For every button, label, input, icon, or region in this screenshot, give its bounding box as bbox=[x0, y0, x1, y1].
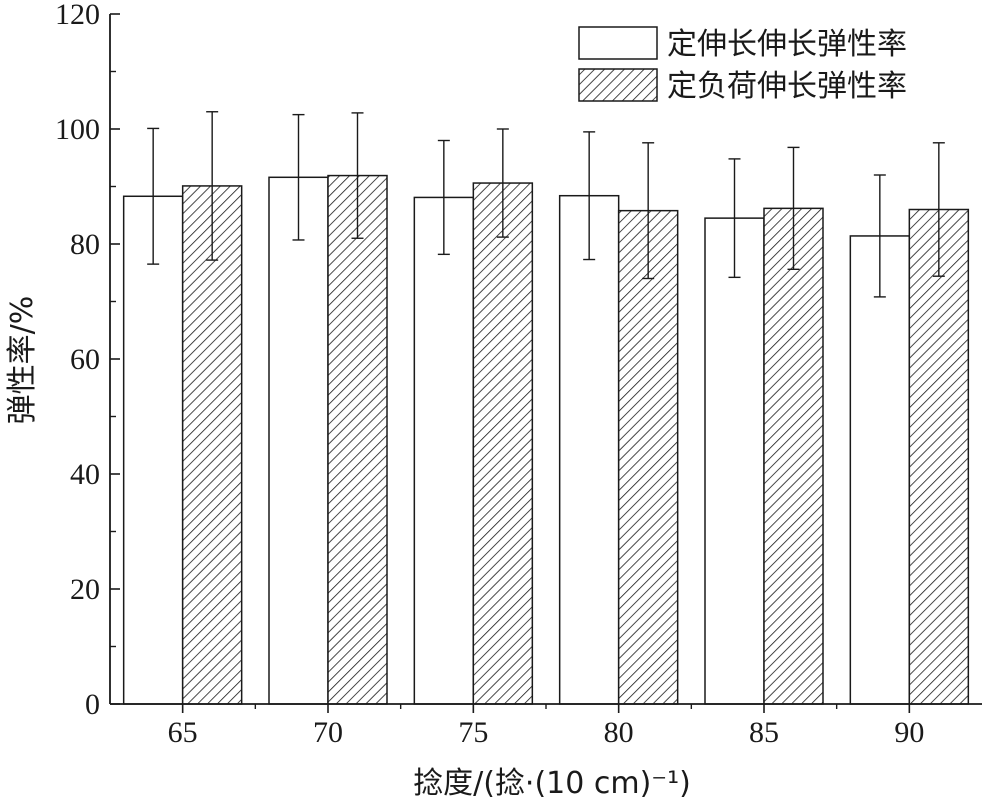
bar-series1-80 bbox=[558, 194, 620, 705]
x-tick-label-90: 90 bbox=[894, 716, 924, 749]
legend-item-series2: 定负荷伸长弹性率 bbox=[578, 68, 907, 104]
bars-layer bbox=[122, 174, 970, 705]
bar-series2-70 bbox=[327, 174, 388, 705]
legend-swatch-series1 bbox=[578, 26, 658, 60]
y-tick-label-100: 100 bbox=[55, 113, 100, 146]
legend-swatch-series2 bbox=[578, 68, 658, 102]
y-tick-label-120: 120 bbox=[55, 0, 100, 31]
bar-series2-75 bbox=[472, 182, 534, 705]
error-bar-series2-70 bbox=[351, 112, 364, 239]
error-bar-series2-65 bbox=[206, 111, 219, 261]
error-bar-series2-75 bbox=[496, 128, 509, 238]
y-tick-label-40: 40 bbox=[70, 458, 100, 491]
legend-item-series1: 定伸长伸长弹性率 bbox=[578, 26, 907, 62]
x-tick-label-70: 70 bbox=[313, 716, 343, 749]
error-bar-series1-70 bbox=[292, 113, 305, 241]
y-tick-label-20: 20 bbox=[70, 573, 100, 606]
x-tick-label-80: 80 bbox=[604, 716, 634, 749]
y-tick-label-80: 80 bbox=[70, 228, 100, 261]
x-tick-label-75: 75 bbox=[458, 716, 488, 749]
bar-series2-85 bbox=[763, 207, 824, 705]
bar-series1-65 bbox=[122, 195, 184, 705]
x-tick-label-65: 65 bbox=[168, 716, 198, 749]
tick-labels: 0 20 40 60 80 100 120 65 70 75 80 85 90 bbox=[55, 0, 924, 749]
error-bar-series1-75 bbox=[437, 139, 450, 256]
legend-label-series1: 定伸长伸长弹性率 bbox=[667, 27, 907, 62]
y-axis-title: 弹性率/% bbox=[5, 296, 40, 425]
error-bar-series1-85 bbox=[728, 158, 741, 279]
y-tick-label-60: 60 bbox=[70, 343, 100, 376]
bar-series1-90 bbox=[849, 235, 911, 705]
error-bars-layer bbox=[147, 111, 945, 298]
error-bar-series2-90 bbox=[932, 142, 945, 277]
x-tick-label-85: 85 bbox=[749, 716, 779, 749]
error-bar-series2-80 bbox=[642, 142, 655, 280]
bar-series1-75 bbox=[413, 196, 475, 705]
bar-series2-80 bbox=[617, 209, 679, 705]
error-bar-series1-65 bbox=[147, 127, 160, 265]
error-bar-series1-90 bbox=[873, 174, 886, 298]
bar-series1-70 bbox=[268, 176, 329, 705]
bar-series1-85 bbox=[704, 217, 765, 705]
error-bar-series1-80 bbox=[583, 131, 596, 261]
legend-label-series2: 定负荷伸长弹性率 bbox=[667, 69, 907, 104]
axes bbox=[109, 13, 982, 713]
y-tick-label-0: 0 bbox=[85, 688, 100, 721]
x-axis-title: 捻度/(捻·(10 cm)⁻¹) bbox=[413, 766, 691, 801]
error-bar-series2-85 bbox=[787, 146, 800, 270]
bar-series2-65 bbox=[181, 185, 243, 705]
bar-series2-90 bbox=[908, 208, 970, 705]
